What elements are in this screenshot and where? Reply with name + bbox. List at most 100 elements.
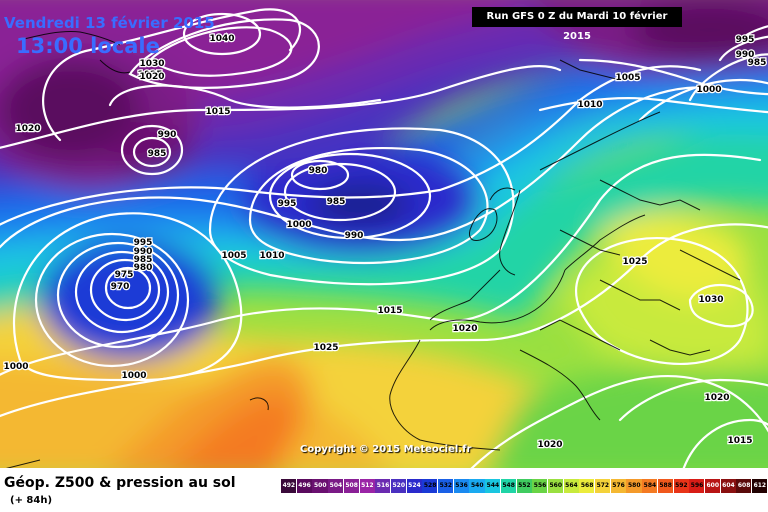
color-scale-swatch <box>532 479 548 493</box>
color-scale-label: 568 <box>580 482 594 489</box>
color-scale-swatch <box>438 479 454 493</box>
isobar-label: 985 <box>134 255 153 265</box>
color-scale-swatch <box>500 479 516 493</box>
isobar-label: 1000 <box>696 85 721 95</box>
isobar-label: 1010 <box>577 100 602 110</box>
color-scale-swatch <box>281 479 297 493</box>
isobar-label: 990 <box>158 130 177 140</box>
color-scale-swatch <box>485 479 501 493</box>
color-scale-label: 540 <box>470 482 484 489</box>
color-scale-label: 544 <box>486 482 500 489</box>
isobar-label: 1030 <box>698 295 723 305</box>
color-scale-label: 560 <box>549 482 562 489</box>
model-run-info: Run GFS 0 Z du Mardi 10 février 2015 <box>472 7 682 42</box>
isobar-label: 980 <box>134 263 153 273</box>
isobar-label: 995 <box>736 35 755 45</box>
color-scale-swatch <box>704 479 721 493</box>
color-scale-swatch <box>579 479 595 493</box>
color-scale-swatch <box>736 479 752 493</box>
isobar-label: 1025 <box>622 257 647 267</box>
color-scale-swatch <box>469 479 485 493</box>
legend-subtitle: (+ 84h) <box>10 495 53 506</box>
color-scale-label: 536 <box>455 482 468 489</box>
legend-footer: Géop. Z500 & pression au sol (+ 84h) <box>0 468 768 512</box>
color-scale-swatch <box>642 479 658 493</box>
isobars <box>0 8 768 468</box>
isobar-label: 990 <box>736 50 755 60</box>
color-scale-label: 496 <box>298 482 311 489</box>
color-scale-swatch <box>406 479 422 493</box>
color-scale-label: 524 <box>408 482 421 489</box>
isobar-label: 985 <box>748 58 767 68</box>
color-scale-swatch <box>689 479 705 493</box>
isobar-label: 1020 <box>537 440 562 450</box>
isobar-label: 1000 <box>3 362 28 372</box>
color-scale-label: 520 <box>392 482 405 489</box>
color-scale-label: 592 <box>675 482 688 489</box>
isobar-label: 1000 <box>286 220 311 230</box>
isobar-label: 995 <box>134 238 153 248</box>
color-scale-swatch <box>595 479 611 493</box>
isobar-label: 980 <box>309 166 328 176</box>
isobar-label: 1010 <box>259 251 284 261</box>
legend-title: Géop. Z500 & pression au sol <box>4 475 236 491</box>
color-scale-label: 564 <box>565 482 578 489</box>
color-scale-swatch <box>390 479 407 493</box>
color-scale-label: 532 <box>439 482 453 489</box>
color-scale-label: 500 <box>313 482 327 489</box>
color-scale-swatch <box>359 479 375 493</box>
color-scale-label: 580 <box>627 482 641 489</box>
isobar-label: 1025 <box>137 70 162 80</box>
isobar-label: 970 <box>111 282 130 292</box>
isobar-label: 1020 <box>452 324 477 334</box>
color-scale-swatch <box>752 479 768 493</box>
isobar-label: 1005 <box>221 251 246 261</box>
isobar-label: 1020 <box>704 393 729 403</box>
color-scale-label: 556 <box>533 482 547 489</box>
color-scale-label: 572 <box>596 482 610 489</box>
isobar-label: 1040 <box>209 34 234 44</box>
color-scale-label: 512 <box>361 482 374 489</box>
isobar-label: 1030 <box>139 59 164 69</box>
isobar-label: 990 <box>134 247 153 257</box>
color-scale-swatch <box>375 479 391 493</box>
isobar-label: 1015 <box>377 306 402 316</box>
color-scale-label: 604 <box>722 482 735 489</box>
copyright-text: Copyright © 2015 Meteociel.fr <box>300 444 472 455</box>
color-scale-swatch <box>453 479 469 493</box>
isobar-label: 985 <box>148 149 167 159</box>
isobar-label: 1020 <box>15 124 40 134</box>
color-scale-label: 508 <box>345 482 358 489</box>
color-scale-swatch <box>563 479 579 493</box>
color-scale-label: 600 <box>706 482 719 489</box>
color-scale-label: 576 <box>612 482 625 489</box>
isobar-label: 1020 <box>139 72 164 82</box>
geopotential-field: 1040103010251020102010159909859809859951… <box>0 0 768 468</box>
color-scale-swatch <box>422 479 438 493</box>
isobar-label: 990 <box>345 231 364 241</box>
color-scale-swatch <box>516 479 532 493</box>
color-scale-label: 548 <box>502 482 515 489</box>
forecast-date: Vendredi 13 février 2015 <box>4 14 215 32</box>
color-scale-swatch <box>328 479 344 493</box>
isobar-label: 985 <box>327 197 346 207</box>
color-scale-swatch <box>343 479 359 493</box>
color-scale-label: 584 <box>643 482 657 489</box>
color-scale-label: 528 <box>423 482 437 489</box>
isobar-label: 1000 <box>121 371 146 381</box>
isobar-label: 1025 <box>313 343 338 353</box>
coastlines <box>5 31 741 468</box>
color-scale-label: 504 <box>329 482 343 489</box>
color-scale-swatch <box>312 479 328 493</box>
color-scale-swatch <box>296 479 312 493</box>
color-scale-swatch <box>626 479 642 493</box>
color-scale-label: 492 <box>282 482 296 489</box>
color-scale-swatch <box>547 479 564 493</box>
color-scale-swatch <box>657 479 673 493</box>
color-scale-label: 588 <box>659 482 672 489</box>
forecast-time: 13:00 locale <box>16 34 160 58</box>
color-scale-label: 596 <box>690 482 704 489</box>
isobar-label: 995 <box>278 199 297 209</box>
color-scale-label: 612 <box>753 482 767 489</box>
